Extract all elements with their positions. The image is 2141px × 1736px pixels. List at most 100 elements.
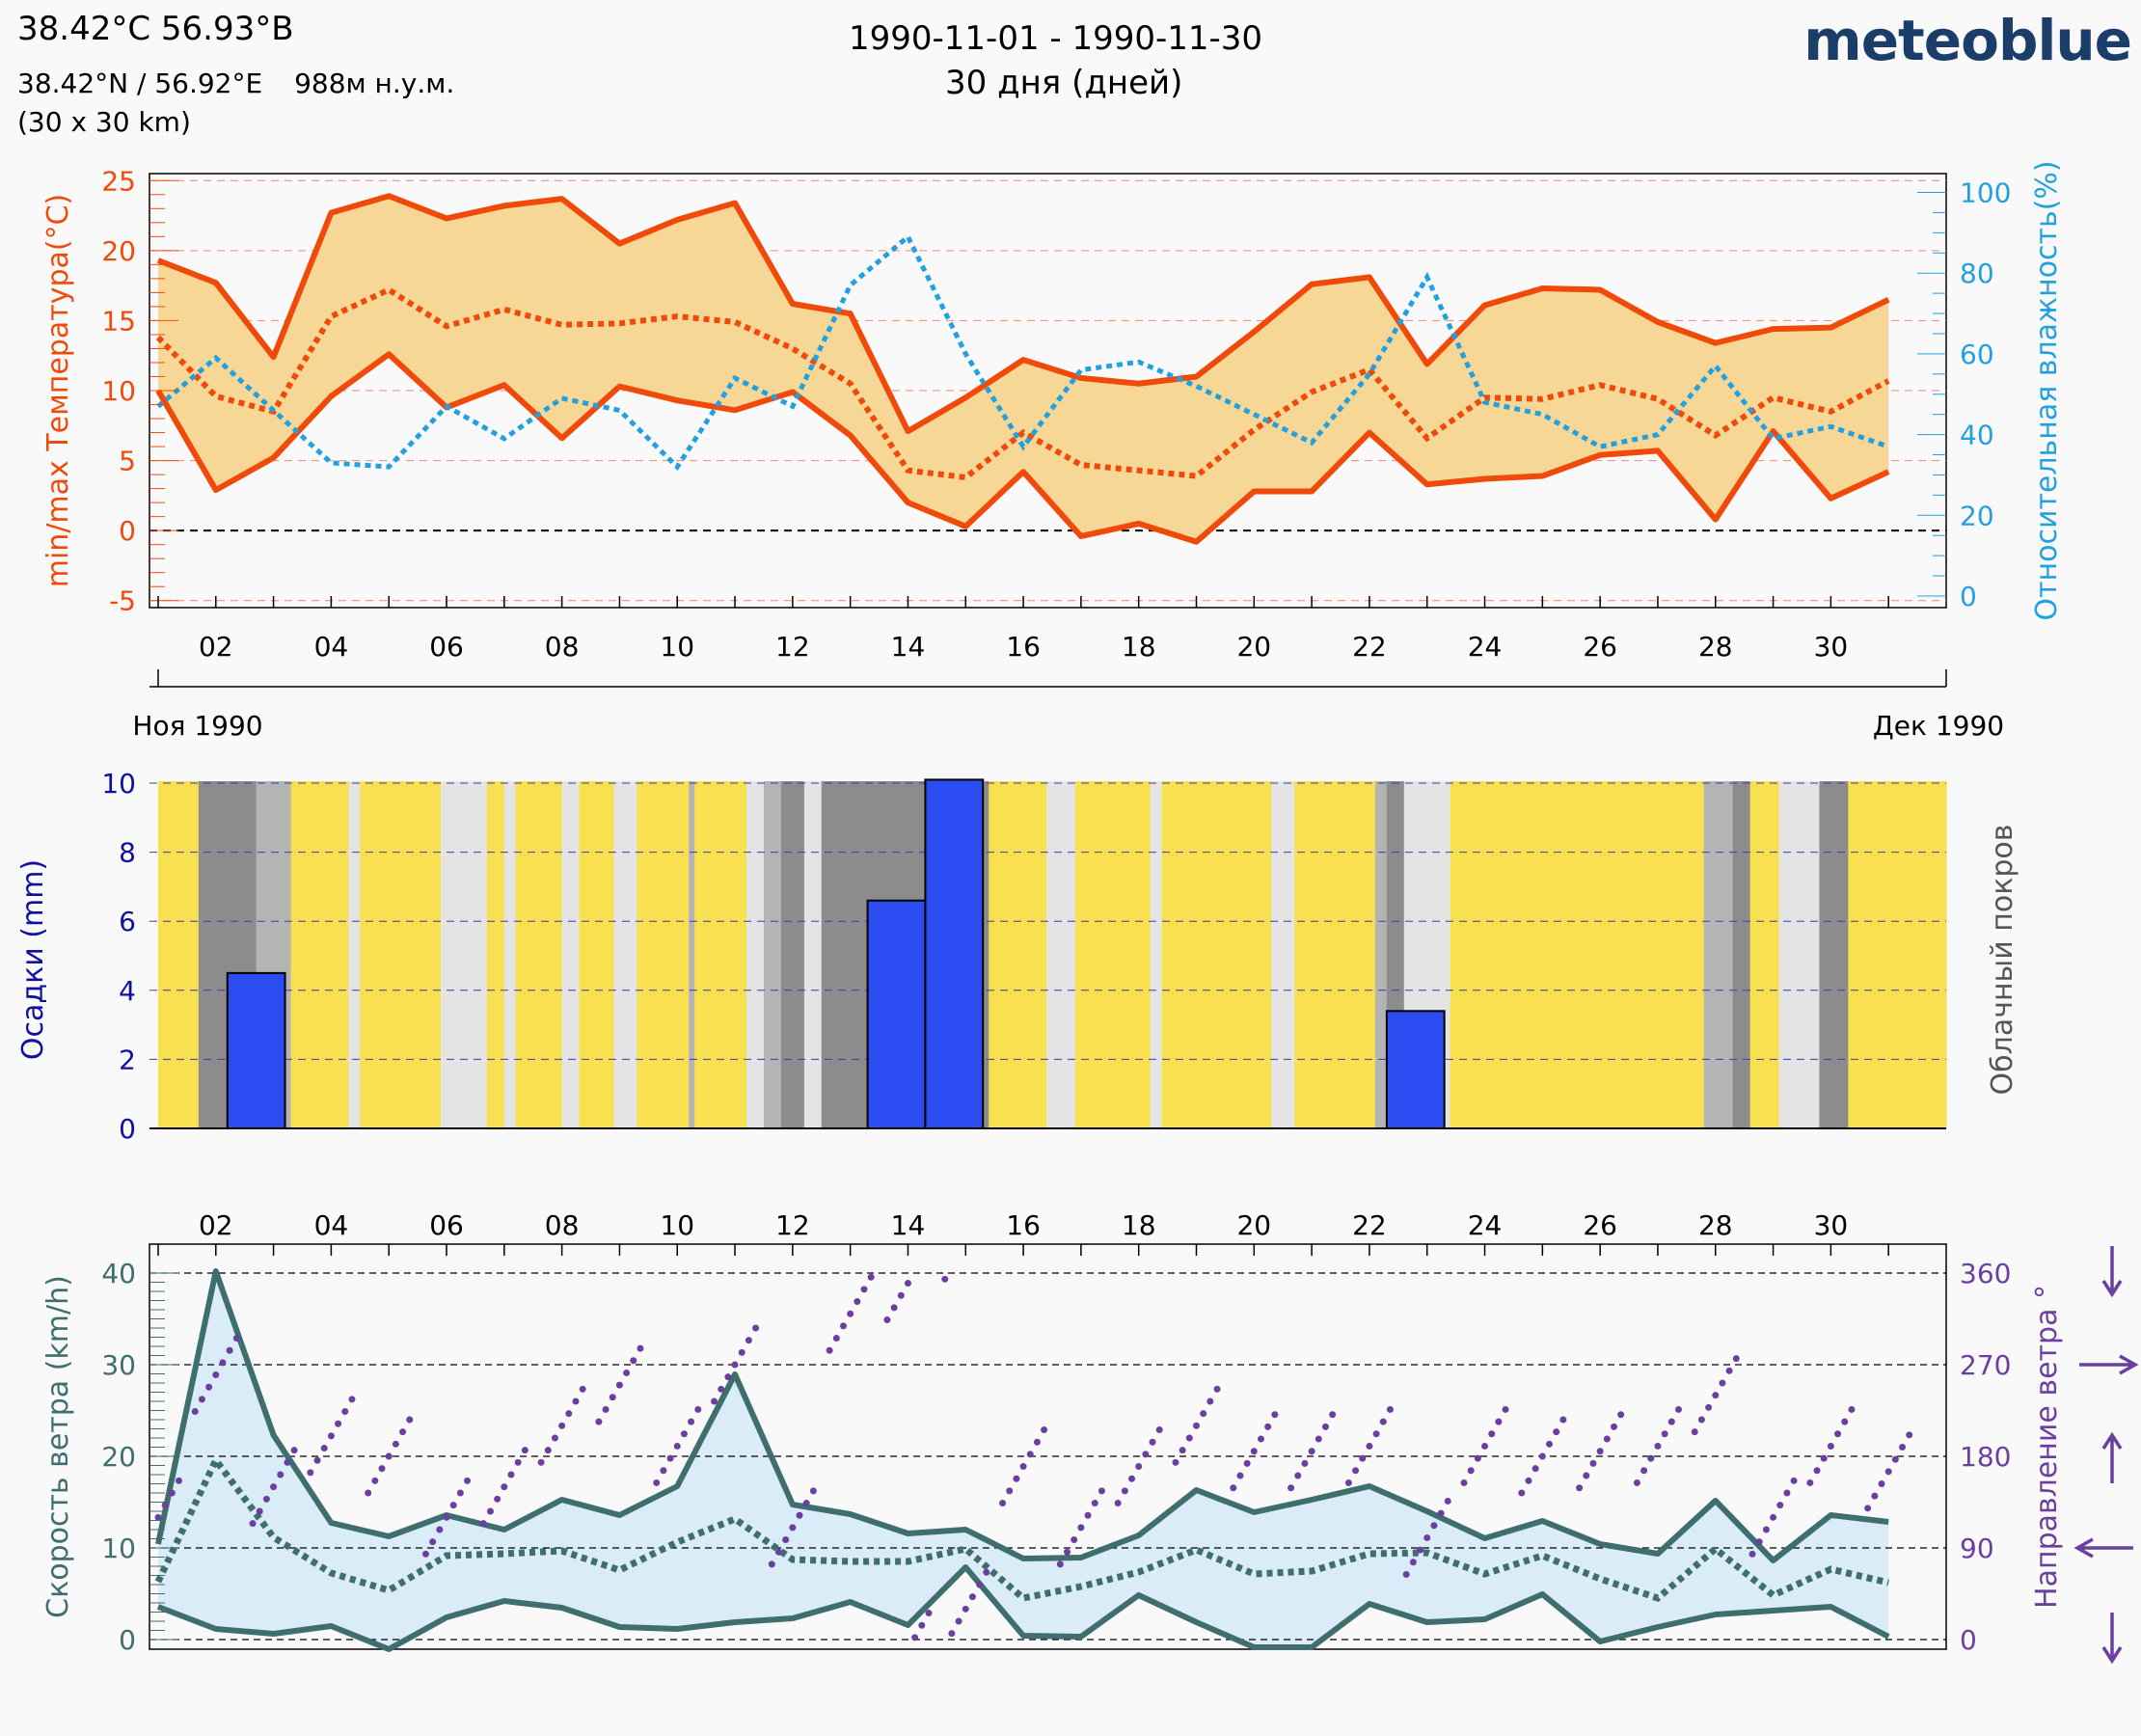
wind-direction-dot [680, 1430, 688, 1438]
wind-min-line [156, 1564, 1890, 1652]
wind-direction-dot [1559, 1416, 1567, 1424]
wind-direction-dot [1661, 1430, 1668, 1438]
wind-direction-dot [1386, 1405, 1394, 1413]
humidity-tick-label: 100 [1960, 177, 2011, 209]
cloud-cover-segment [1150, 781, 1163, 1128]
precip-tick-label: 10 [101, 768, 136, 800]
cloud-cover-segment [290, 781, 349, 1128]
wind-x-tick-label: 22 [1352, 1209, 1387, 1241]
wind-direction-dot [615, 1381, 623, 1389]
wind-direction-dot [1213, 1385, 1221, 1393]
wind-direction-dot [802, 1500, 810, 1507]
wind-x-tick-label: 08 [545, 1209, 580, 1241]
temp-x-tick-label: 10 [660, 631, 694, 663]
wind-direction-dot [1732, 1355, 1740, 1363]
wind-direction-dot [1200, 1410, 1207, 1418]
cloud-cover-segment [441, 781, 488, 1128]
wind-direction-dot [918, 1621, 926, 1629]
wind-direction-dot [1026, 1451, 1034, 1458]
wind-direction-dot [378, 1465, 386, 1473]
wind-direction-dot [666, 1454, 674, 1462]
wind-direction-dot [392, 1440, 399, 1448]
wind-direction-dot [176, 1477, 183, 1484]
wind-direction-dot [443, 1513, 450, 1521]
wind-direction-dot [226, 1346, 233, 1354]
temp-x-tick-label: 20 [1236, 631, 1271, 663]
wind-direction-dot [1518, 1489, 1526, 1497]
wind-speed-axis-title: Скорость ветра (km/h) [41, 1275, 75, 1618]
wind-direction-dot [1525, 1477, 1532, 1484]
temp-x-tick-label: 14 [891, 631, 926, 663]
temp-tick-label: 20 [101, 235, 136, 267]
wind-direction-dot [718, 1385, 725, 1393]
wind-direction-dot [1474, 1454, 1481, 1462]
temp-x-tick-label: 22 [1352, 631, 1387, 663]
wind-direction-dot [1617, 1411, 1625, 1419]
wind-direction-dot [630, 1357, 637, 1365]
wind-direction-dot [1776, 1502, 1784, 1509]
wind-x-tick-label: 26 [1583, 1209, 1617, 1241]
wind-direction-dot [1019, 1463, 1027, 1471]
wind-direction-dot [198, 1396, 205, 1403]
wind-direction-dot [688, 1418, 695, 1425]
wind-direction-dot [507, 1471, 515, 1478]
cloud-cover-segment [157, 781, 200, 1128]
temp-x-tick-label: 30 [1814, 631, 1849, 663]
wind-direction-dot [1430, 1522, 1438, 1530]
wind-direction-dot [1294, 1472, 1302, 1479]
wind-direction-dot [572, 1397, 580, 1405]
cloud-cover-segment [1074, 781, 1152, 1128]
elevation: 988м н.у.м. [294, 68, 455, 99]
wind-direction-dot [1705, 1403, 1713, 1411]
wind-direction-dot [256, 1507, 263, 1515]
wind-direction-dot [579, 1385, 586, 1393]
wind-direction-dot [1321, 1423, 1329, 1430]
wind-dir-tick-label: 360 [1960, 1258, 2011, 1289]
wind-direction-dot [1437, 1509, 1445, 1517]
wind-direction-dot [1481, 1442, 1489, 1450]
wind-direction-dot [551, 1434, 558, 1442]
temp-max-line [156, 193, 1890, 435]
wind-x-tick-label: 14 [891, 1209, 926, 1241]
wind-x-tick-label: 24 [1468, 1209, 1503, 1241]
wind-dir-axis-title: Направление ветра ° [2030, 1285, 2064, 1609]
wind-direction-dot [1783, 1489, 1791, 1497]
wind-direction-dot [335, 1420, 342, 1427]
wind-direction-dot [602, 1405, 610, 1413]
wind-direction-dot [1647, 1454, 1655, 1462]
grid-size: (30 x 30 km) [17, 106, 191, 138]
wind-direction-dot [1423, 1533, 1431, 1541]
cloud-cover-segment [198, 781, 229, 1128]
precip-tick-label: 4 [119, 975, 136, 1007]
wind-direction-dot [1379, 1418, 1387, 1425]
wind-direction-dot [1366, 1442, 1373, 1450]
wind-direction-dot [1185, 1434, 1193, 1442]
wind-direction-dot [212, 1371, 220, 1379]
wind-direction-dot [711, 1397, 718, 1405]
cloud-cover-segment [503, 781, 517, 1128]
temp-x-tick-label: 12 [775, 631, 810, 663]
wind-direction-dot [731, 1361, 739, 1369]
precip-bar [924, 778, 985, 1129]
wind-direction-dot [537, 1458, 545, 1466]
wind-range-band [157, 1271, 1889, 1649]
humidity-tick-label: 20 [1960, 500, 1994, 531]
wind-direction-dot [348, 1396, 356, 1403]
wind-x-tick-label: 12 [775, 1209, 810, 1241]
humidity-axis-title: Относительная влажность(%) [2030, 160, 2064, 620]
wind-direction-dot [1344, 1478, 1352, 1486]
wind-direction-dot [1064, 1548, 1071, 1556]
wind-direction-dot [609, 1394, 616, 1401]
wind-direction-dot [1611, 1423, 1618, 1430]
temp-x-tick-label: 24 [1468, 631, 1503, 663]
wind-direction-dot [623, 1369, 631, 1376]
wind-direction-dot [1495, 1418, 1503, 1425]
wind-direction-dot [883, 1316, 891, 1324]
wind-direction-dot [284, 1458, 291, 1466]
wind-direction-dot [1755, 1538, 1763, 1546]
temp-x-tick-label: 02 [199, 631, 233, 663]
cloud-cover-segment [780, 781, 805, 1128]
precip-bar [226, 971, 286, 1130]
period: 1990-11-01 - 1990-11-30 [849, 19, 1263, 58]
wind-direction-dot [1770, 1513, 1777, 1521]
